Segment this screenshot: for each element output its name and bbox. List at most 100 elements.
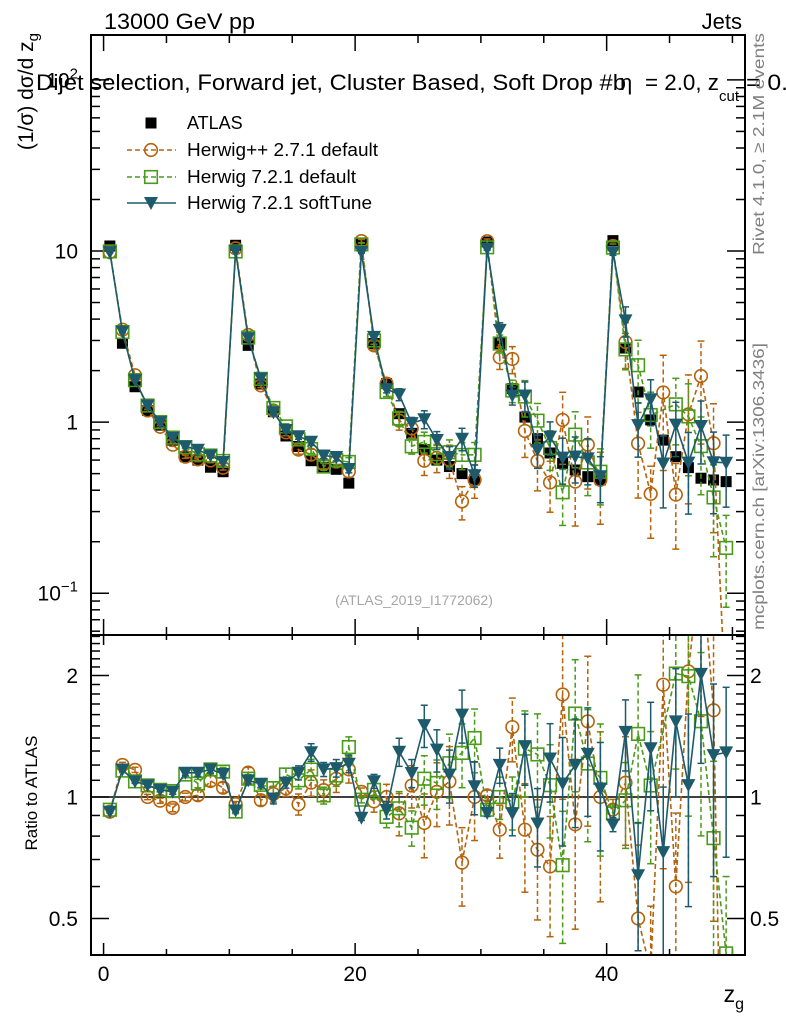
herwig-7-2-1-softtune-point [580,452,595,466]
herwig-7-2-1-softtune-point [706,456,721,470]
legend-label-atlas: ATLAS [187,113,243,133]
herwig-7-2-1-softtune-point [417,413,432,427]
ratio-herwig-7-2-1-softtune-errorbar [634,821,642,952]
herwig-7-2-1-softtune-errorbar [659,435,667,509]
herwig-7-2-1-default-point [555,485,570,500]
ratio-herwig-7-2-1-default-point [429,775,444,791]
herwig-7-2-1-default-point [417,434,432,450]
mcplots-source-label: mcplots.cern.ch [arXiv:1306.3436] [751,343,768,630]
herwig-7-2-1-softtune-point [656,457,671,471]
ratio-herwig-7-2-1-default-errorbar [395,790,403,828]
x-tick-label: 40 [595,963,618,986]
ratio-herwig-7-2-1-softtune-point [253,777,268,791]
ratio-herwig-7-2-1-softtune-point [467,780,482,794]
ratio-herwig-7-2-1-softtune-point [480,806,495,820]
process-label: Jets [702,9,742,34]
ratio-herwig-7-2-1-softtune-point [605,818,620,832]
atlas-point [456,468,468,480]
herwig-7-2-1-softtune-point [190,443,205,457]
ratio-herwigpp-2-7-1-default-point [492,822,507,837]
ratio-herwig-7-2-1-default-point [303,762,319,777]
ratio-herwig-7-2-1-softtune-point [706,749,721,763]
herwig-7-2-1-softtune-point [681,456,696,470]
herwig-7-2-1-softtune-point [102,246,117,260]
herwig-7-2-1-softtune-point [467,469,482,483]
herwigpp-2-7-1-default-point [693,368,709,384]
ratio-herwig-7-2-1-softtune-errorbar [596,741,604,852]
atlas-point [343,477,355,489]
herwig-7-2-1-default-errorbar [357,242,365,247]
y-tick-label-base: 10 [46,69,69,92]
ratio-herwigpp-2-7-1-default-errorbar [672,812,680,955]
ratio-herwig-7-2-1-softtune-point [618,725,633,739]
ratio-herwigpp-2-7-1-default-errorbar [458,826,466,907]
ratio-herwig-7-2-1-softtune-point [241,774,256,788]
legend-marker-herwig-7-2-1-default [143,169,159,185]
y-tick-label: 10−1 [38,579,78,606]
y-tick-label-exponent: −1 [61,579,78,596]
herwigpp-2-7-1-default-errorbar [647,465,655,540]
herwig-7-2-1-softtune-point [455,432,470,446]
ratio-herwig-7-2-1-softtune-point [392,745,407,759]
ratio-herwig-7-2-1-softtune-point [140,779,155,793]
herwig-7-2-1-softtune-point [354,246,369,260]
ratio-herwigpp-2-7-1-default-point [644,965,657,978]
ratio-herwig-7-2-1-softtune-point [580,747,595,761]
ratio-herwigpp-2-7-1-default-point [215,780,231,795]
herwig-7-2-1-softtune-point [605,246,620,260]
ratio-herwig-7-2-1-softtune-point [568,759,583,773]
ratio-herwig-7-2-1-default-point [467,730,482,746]
x-axis-title-subscript: g [735,996,744,1013]
ratio-herwig-7-2-1-softtune-errorbar [710,683,718,878]
plot-title-tail: = 0. [746,70,786,95]
ratio-herwigpp-2-7-1-default-errorbar [647,905,655,955]
herwig-7-2-1-softtune-point [366,330,381,344]
ratio-herwig-7-2-1-softtune-point [530,817,545,831]
ratio-herwigpp-2-7-1-default-point [555,687,570,702]
ratio-tick-label-right: 0.5 [750,908,779,931]
ratio-tick-label-left: 1 [66,787,78,810]
ratio-herwig-7-2-1-softtune-errorbar [571,718,579,829]
herwigpp-2-7-1-default-point [656,385,671,400]
ratio-herwig-7-2-1-softtune-point [190,766,205,780]
ratio-herwig-7-2-1-softtune-errorbar [672,667,680,798]
herwig-7-2-1-default-point [681,409,696,424]
ratio-herwigpp-2-7-1-default-point [165,800,180,815]
herwig-7-2-1-softtune-point [668,418,683,432]
herwig-7-2-1-softtune-point [530,443,545,457]
ratio-herwigpp-2-7-1-default-errorbar [169,803,177,813]
ratio-herwigpp-2-7-1-default-point [656,677,671,692]
plot-title-overlap-glyph: η [620,70,632,95]
herwig-7-2-1-softtune-point [266,406,281,420]
herwig-7-2-1-softtune-point [203,449,218,463]
ratio-herwig-7-2-1-softtune-series [102,635,734,955]
ratio-herwigpp-2-7-1-default-point [190,788,206,803]
herwig-7-2-1-softtune-point [153,416,168,430]
herwig-7-2-1-softtune-point [178,440,193,454]
herwig-7-2-1-softtune-point [593,470,608,484]
herwig-7-2-1-softtune-errorbar [722,434,730,508]
herwig-7-2-1-softtune-point [618,314,633,328]
herwig-7-2-1-softtune-point [379,383,394,397]
ratio-herwig-7-2-1-softtune-point [354,811,369,825]
ratio-herwig-7-2-1-softtune-point [429,743,444,757]
plot-title-text: Dijet selection, Forward jet, Cluster Ba… [36,70,626,95]
ratio-herwig-7-2-1-softtune-point [153,783,168,797]
herwig-7-2-1-softtune-point [165,431,180,445]
herwig-7-2-1-softtune-point [228,245,243,259]
ratio-herwig-7-2-1-softtune-point [178,766,193,780]
herwig-7-2-1-softtune-point [253,372,268,386]
ratio-herwig-7-2-1-softtune-point [631,869,646,883]
ratio-herwig-7-2-1-softtune-errorbar [584,707,592,818]
ratio-herwig-7-2-1-softtune-point [643,742,658,756]
herwigpp-2-7-1-default-point [542,475,558,490]
herwig-7-2-1-softtune-point [115,325,130,339]
herwig-7-2-1-default-point [719,540,734,556]
ratio-herwig-7-2-1-softtune-point [593,782,608,796]
herwigpp-2-7-1-default-errorbar [672,462,680,550]
herwigpp-2-7-1-default-errorbar [458,485,466,521]
ratio-tick-label-right: 2 [750,665,762,688]
ratio-herwigpp-2-7-1-default-point [253,793,268,808]
herwigpp-2-7-1-default-point [517,423,533,439]
legend: ATLAS Herwig++ 2.7.1 default Herwig 7.2.… [127,113,378,213]
